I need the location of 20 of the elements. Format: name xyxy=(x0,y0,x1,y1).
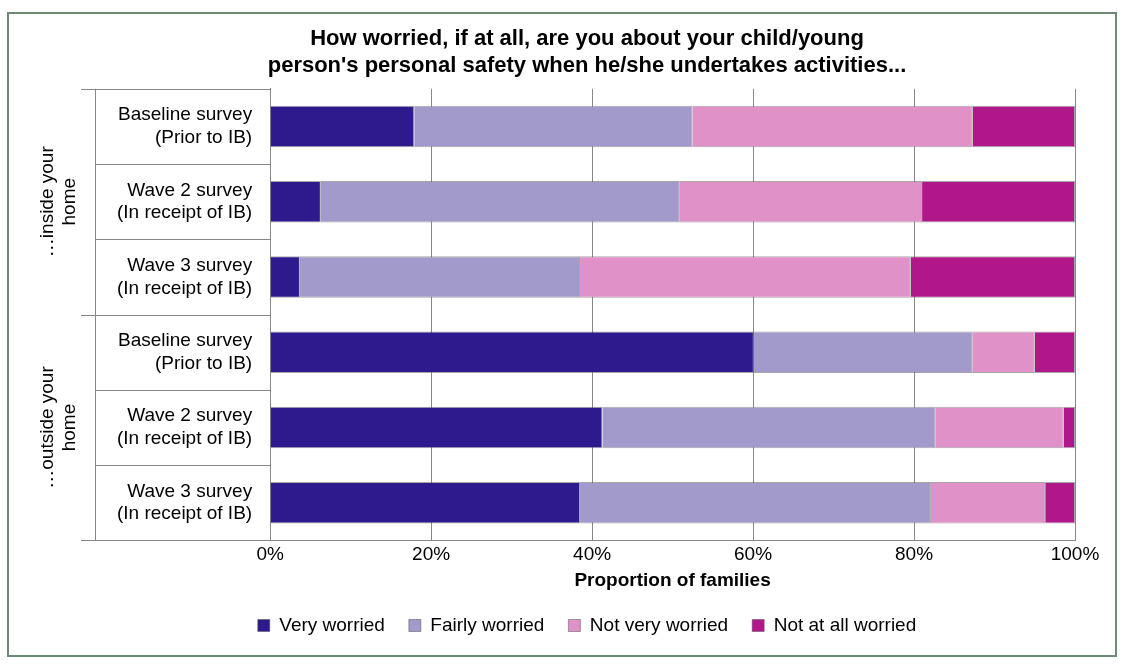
y-tick-label: Baseline survey (Prior to IB) xyxy=(118,103,253,148)
x-axis-title: Proportion of families xyxy=(574,568,771,590)
y-tick-label: Wave 3 survey (In receipt of IB) xyxy=(116,479,253,524)
legend-label: Very worried xyxy=(279,613,385,635)
x-tick-label: 100% xyxy=(1050,543,1100,565)
x-tick-label: 60% xyxy=(734,543,773,565)
chart-title: How worried, if at all, are you about your child/young person's personal safety when he/she undertakes activities... xyxy=(267,25,907,77)
text: …inside your home xyxy=(36,145,80,258)
y-tick-label: Wave 2 survey (In receipt of IB) xyxy=(116,178,253,223)
legend-label: Not very worried xyxy=(589,613,729,635)
legend-label: Fairly worried xyxy=(430,613,545,635)
x-tick-label: 40% xyxy=(573,543,612,565)
text: …outside your home xyxy=(36,365,80,489)
legend-label: Not at all worried xyxy=(773,613,917,635)
y-tick-label: Baseline survey (Prior to IB) xyxy=(118,329,253,373)
x-tick-label: 0% xyxy=(256,543,284,565)
y-tick-label: Wave 2 survey (In receipt of IB) xyxy=(116,404,253,449)
x-tick-label: 80% xyxy=(895,543,934,565)
x-tick-label: 20% xyxy=(412,543,451,565)
y-tick-label: Wave 3 survey (In receipt of IB) xyxy=(116,253,253,298)
